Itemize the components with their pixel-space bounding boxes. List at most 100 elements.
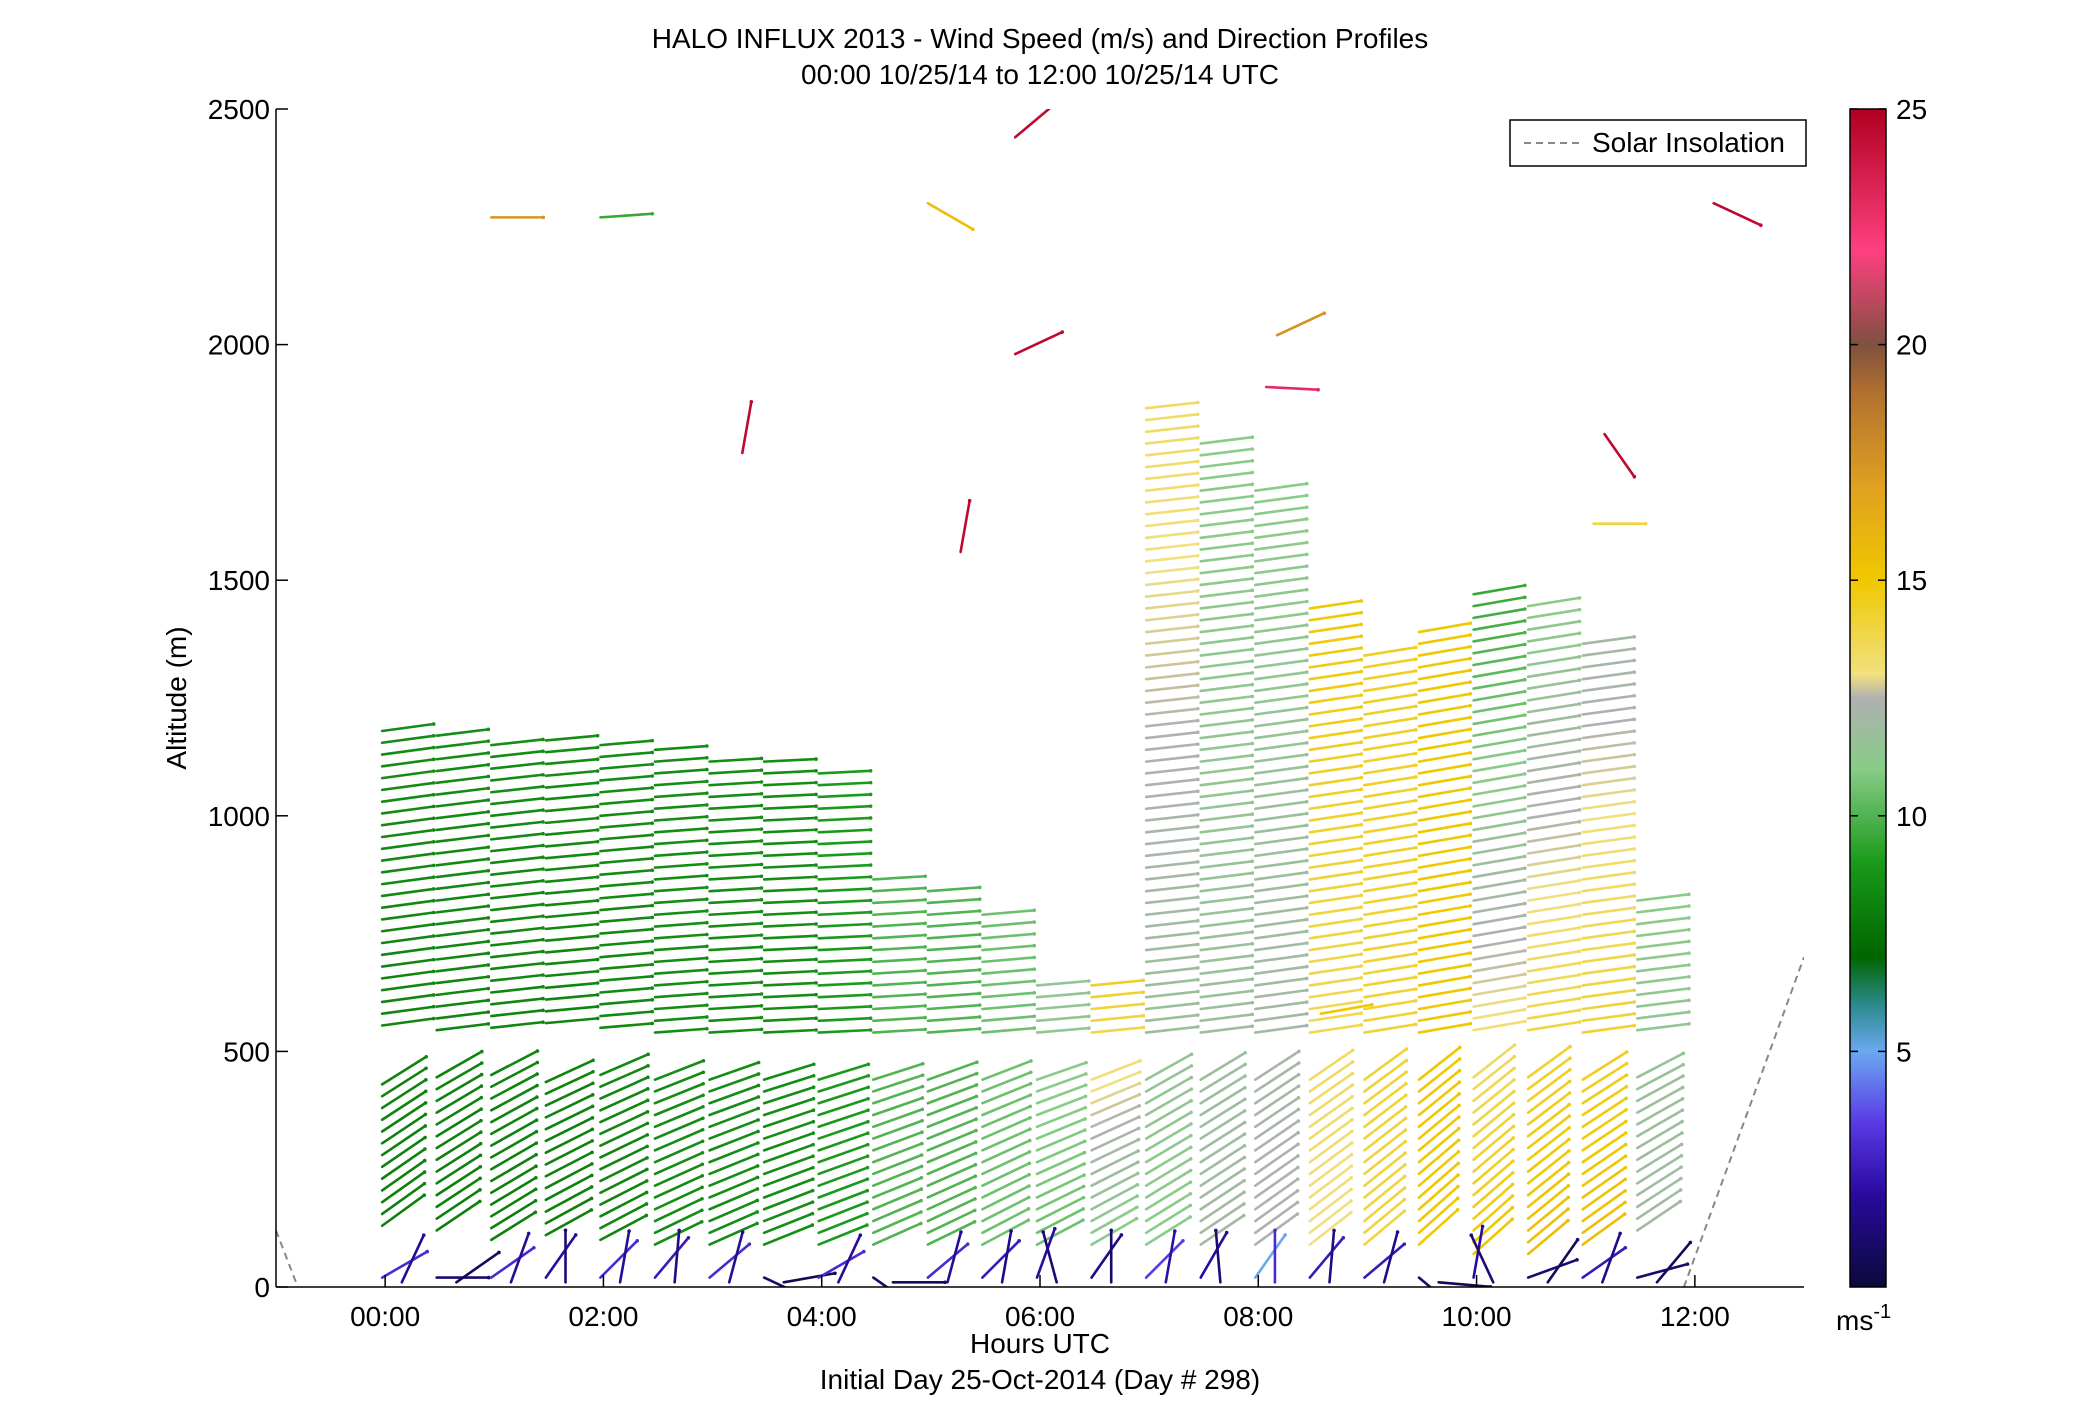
wind-barb-tip [1632,847,1637,851]
wind-barb [1308,917,1363,928]
wind-barb-tip [1624,1119,1628,1124]
wind-barb-tip [1250,965,1255,970]
wind-barb [1253,906,1309,917]
wind-barb [544,863,599,872]
wind-barb [762,1143,815,1164]
wind-barb [1635,1200,1682,1232]
wind-barb-surface-tip [1224,1230,1229,1235]
wind-barb-tip [1413,704,1418,709]
wind-barb-tip [1359,917,1364,921]
wind-barb-tip [1196,600,1200,605]
wind-barb [1144,1064,1193,1093]
wind-barb-tip [865,1154,870,1158]
wind-barb-tip [1413,810,1418,815]
wind-barb [708,980,763,987]
wind-barb [926,1152,977,1176]
wind-barb [1253,1061,1301,1093]
wind-barb [1199,1121,1246,1152]
wind-barb-tip [1678,1188,1683,1192]
wind-barb-tip [1196,730,1200,735]
wind-barb [653,1027,709,1034]
wind-barb-tip [923,968,927,973]
wind-barb [544,1058,595,1084]
wind-barb-surface-tip [1181,1239,1185,1243]
wind-barb-tip [1295,1200,1300,1205]
wind-barb [1363,1175,1407,1211]
wind-barb [489,1118,538,1147]
wind-barb [544,1139,594,1166]
wind-barb-surface [380,1250,429,1279]
wind-barb [653,862,709,869]
wind-barb-tip [486,821,491,826]
wind-barb-tip [1359,646,1364,650]
wind-barb-tip [1032,1026,1037,1030]
wind-barb-tip [650,868,655,873]
wind-barb-tip [1196,424,1200,428]
wind-barb-isolated [1264,385,1320,392]
wind-barb-isolated [1275,311,1326,337]
wind-barb-tip [1577,819,1582,824]
wind-barb-tip [1305,517,1309,521]
wind-barb [762,910,818,917]
wind-barb-tip [1135,1182,1140,1187]
wind-barb [1635,1108,1684,1138]
wind-barb [1253,894,1309,905]
wind-barb-tip [919,1210,923,1214]
wind-barb-tip [868,1028,873,1032]
wind-barb [1253,1108,1300,1140]
wind-barb-tip [486,974,491,979]
wind-barb-tip [759,839,764,843]
wind-barb [1199,848,1254,858]
wind-barb [1144,837,1200,846]
wind-barb-surface [455,1251,501,1284]
wind-barb [871,1222,923,1246]
wind-barb [1144,495,1200,504]
wind-barb-tip [1523,878,1527,882]
wind-barb-tip [1196,506,1200,511]
wind-barb-tip [814,780,818,785]
wind-barb-tip [1250,777,1255,781]
wind-barb-tip [1196,836,1200,841]
wind-barb-surface [1308,1236,1345,1279]
wind-barb-surface [1253,1233,1287,1279]
wind-barb [653,1174,704,1199]
wind-barb [1308,1199,1353,1235]
wind-barb-tip [1087,1002,1091,1007]
wind-barb [1581,670,1636,681]
wind-barb-surface-tip [1009,1229,1013,1233]
wind-barb-tip [977,956,982,960]
wind-barb [1144,801,1200,811]
wind-barb [1308,1130,1354,1164]
wind-barb-tip [977,920,982,925]
wind-barb-tip [1083,1094,1088,1099]
wind-barb-tip [1141,978,1146,983]
wind-barb-tip [868,969,873,973]
wind-barb [1472,1125,1515,1162]
wind-barb-tip [1457,1080,1462,1085]
wind-barb-tip [650,1009,655,1014]
wind-barb [1417,1104,1461,1140]
wind-barb-tip [1624,1096,1628,1101]
wind-barb [1308,929,1363,940]
wind-barb-tip [1632,764,1637,769]
wind-barb-tip [705,932,709,937]
wind-barb-tip [1305,576,1309,580]
wind-barb [489,914,545,924]
wind-barb-tip [1632,799,1637,804]
wind-barb-tip [1359,858,1364,862]
wind-barb-tip [541,890,545,895]
wind-barb [871,992,927,999]
wind-barb [653,1208,704,1235]
wind-barb-tip [1413,881,1418,885]
wind-barb-tip [541,867,545,871]
wind-barb [1199,777,1254,787]
wind-barb-tip [1681,1051,1686,1056]
wind-barb-tip [1250,553,1255,557]
wind-barb-tip [589,1185,594,1189]
wind-barb-tip [1577,796,1582,800]
wind-barb-tip [701,1081,706,1086]
wind-barb-tip [868,1004,873,1009]
wind-barb [435,739,490,749]
wind-barb-tip [1523,831,1527,835]
wind-barb [708,804,763,811]
